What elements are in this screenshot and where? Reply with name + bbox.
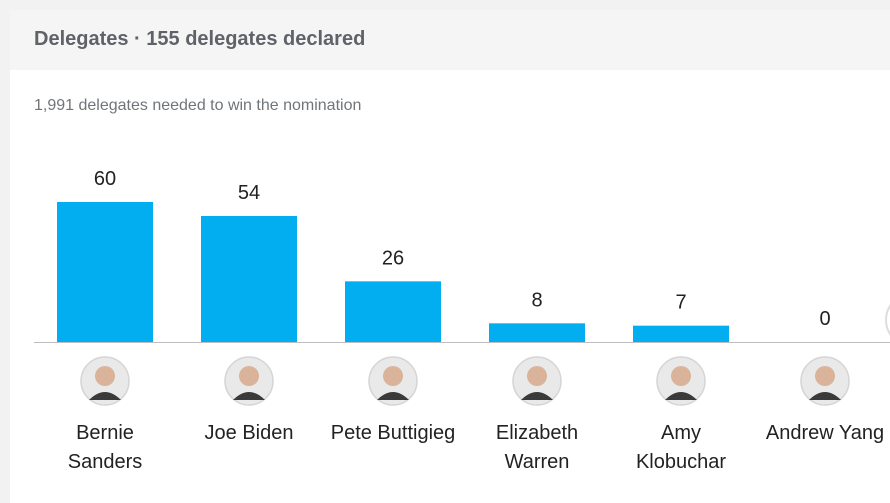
category-label: Pete Buttigieg <box>330 422 456 444</box>
avatar-face <box>95 366 115 386</box>
card-header: Delegates · 155 delegates declared <box>10 10 890 70</box>
category-label: Joe Biden <box>204 422 294 444</box>
avatar-face <box>527 366 547 386</box>
category-label: Andrew Yang <box>765 422 885 444</box>
bar <box>633 325 729 342</box>
scroll-button[interactable] <box>885 294 890 346</box>
avatar-body <box>377 392 409 400</box>
value-label: 60 <box>94 168 116 190</box>
avatar-body <box>809 392 841 400</box>
value-label: 26 <box>382 247 404 269</box>
bar <box>201 216 297 342</box>
card: Delegates · 155 delegates declared 1,991… <box>10 10 890 503</box>
value-label: 54 <box>238 182 260 204</box>
avatar-body <box>521 392 553 400</box>
category-label: Elizabeth Warren <box>495 422 579 473</box>
chart-subtitle: 1,991 delegates needed to win the nomina… <box>34 97 362 114</box>
bar <box>57 202 153 342</box>
value-label: 8 <box>531 289 542 311</box>
avatar-body <box>665 392 697 400</box>
avatar-face <box>383 366 403 386</box>
avatar-face <box>815 366 835 386</box>
value-label: 0 <box>819 308 830 330</box>
avatar-body <box>89 392 121 400</box>
category-label: Bernie Sanders <box>67 422 143 473</box>
avatar-body <box>233 392 265 400</box>
value-label: 7 <box>675 292 686 314</box>
bar <box>489 323 585 342</box>
avatar-face <box>671 366 691 386</box>
chart-title: Delegates · 155 delegates declared <box>34 28 366 50</box>
bar <box>345 281 441 342</box>
category-label: Amy Klobuchar <box>635 422 727 473</box>
avatar-face <box>239 366 259 386</box>
